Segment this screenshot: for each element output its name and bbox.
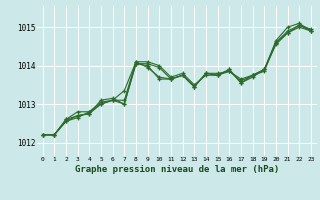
X-axis label: Graphe pression niveau de la mer (hPa): Graphe pression niveau de la mer (hPa): [75, 165, 279, 174]
